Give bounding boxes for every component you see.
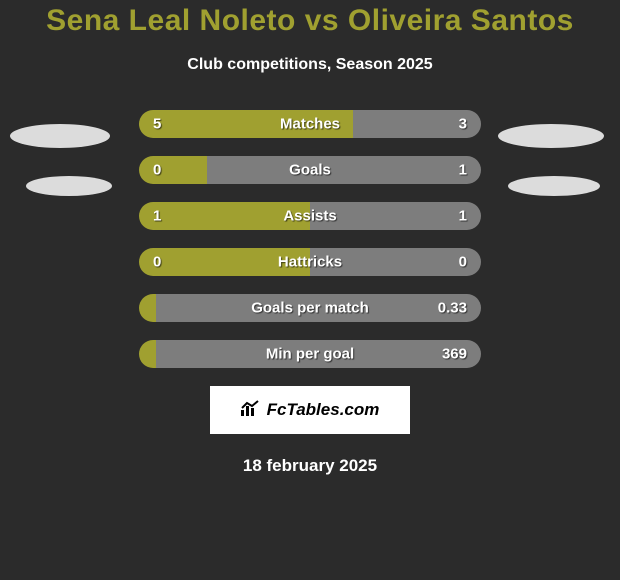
stat-label: Assists bbox=[283, 208, 336, 225]
stats-rows: Matches53Goals01Assists11Hattricks00Goal… bbox=[70, 110, 550, 368]
stat-bar-right bbox=[207, 156, 481, 184]
stat-bar-left bbox=[139, 294, 156, 322]
stat-bar-left bbox=[139, 340, 156, 368]
stat-row: Matches 5 3 bbox=[70, 110, 550, 138]
infographic-container: Sena Leal Noleto vs Oliveira Santos Club… bbox=[0, 0, 620, 580]
stat-value-left: 0 bbox=[153, 162, 161, 179]
stat-label: Hattricks bbox=[278, 254, 342, 271]
stat-value-right: 3 bbox=[459, 116, 467, 133]
player-badge-placeholder bbox=[10, 124, 110, 148]
stat-label: Matches bbox=[280, 116, 340, 133]
date-text: 18 february 2025 bbox=[0, 456, 620, 476]
player-badge-placeholder bbox=[508, 176, 600, 196]
stat-value-right: 1 bbox=[459, 162, 467, 179]
stat-label: Goals bbox=[289, 162, 331, 179]
page-title: Sena Leal Noleto vs Oliveira Santos bbox=[0, 4, 620, 38]
logo-box: FcTables.com bbox=[210, 386, 410, 434]
stat-label: Min per goal bbox=[266, 346, 354, 363]
stat-row: Assists 1 1 bbox=[70, 202, 550, 230]
stat-row: Goals 0 1 bbox=[70, 156, 550, 184]
chart-icon bbox=[241, 400, 261, 421]
player-badge-placeholder bbox=[498, 124, 604, 148]
stat-row: Goals per match 0.33 bbox=[70, 294, 550, 322]
subtitle: Club competitions, Season 2025 bbox=[0, 56, 620, 74]
logo-text: FcTables.com bbox=[267, 400, 380, 420]
stat-value-right: 0 bbox=[459, 254, 467, 271]
stat-value-left: 5 bbox=[153, 116, 161, 133]
stat-value-left: 1 bbox=[153, 208, 161, 225]
stat-row: Min per goal 369 bbox=[70, 340, 550, 368]
stat-label: Goals per match bbox=[251, 300, 369, 317]
player-badge-placeholder bbox=[26, 176, 112, 196]
stat-row: Hattricks 0 0 bbox=[70, 248, 550, 276]
stat-value-right: 1 bbox=[459, 208, 467, 225]
stat-value-right: 0.33 bbox=[438, 300, 467, 317]
stat-value-left: 0 bbox=[153, 254, 161, 271]
stat-bar-left bbox=[139, 156, 207, 184]
stat-value-right: 369 bbox=[442, 346, 467, 363]
